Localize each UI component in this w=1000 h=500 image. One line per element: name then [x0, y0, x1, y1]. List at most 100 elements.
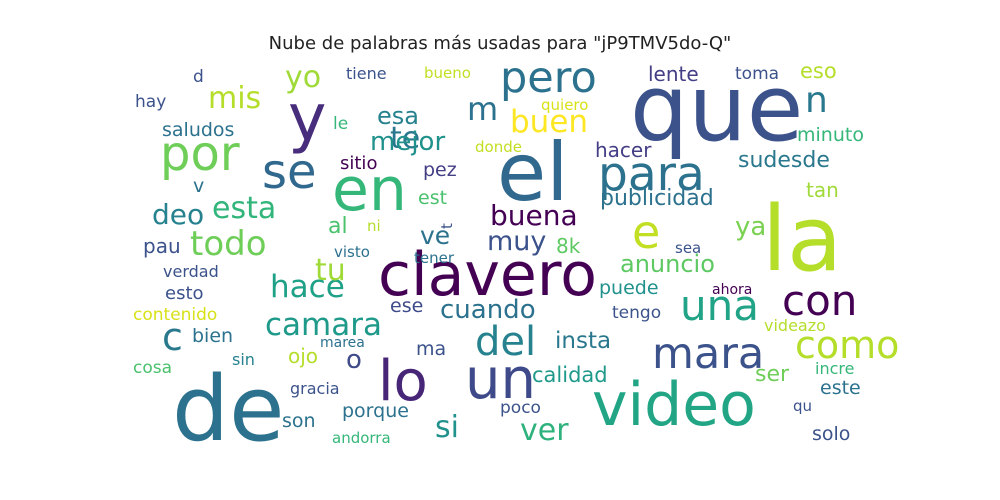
- word-bueno: bueno: [424, 64, 471, 82]
- word-el: el: [497, 126, 568, 219]
- word-donde: donde: [475, 138, 522, 156]
- word-incre: incre: [815, 359, 854, 378]
- word-toma: toma: [735, 64, 779, 84]
- word-tu: tu: [315, 253, 346, 288]
- word-esa: esa: [377, 102, 419, 130]
- word-puede: puede: [599, 277, 659, 299]
- word-por: por: [160, 126, 240, 182]
- word-qu: qu: [793, 397, 812, 415]
- word-ya: ya: [735, 212, 766, 242]
- word-porque: porque: [342, 400, 409, 422]
- word-ser: ser: [755, 362, 790, 387]
- word-visto: visto: [334, 243, 370, 261]
- word-todo: todo: [190, 224, 267, 264]
- word-ver: ver: [520, 413, 569, 448]
- word-sudesde: sudesde: [738, 148, 830, 173]
- word-mejor: mejor: [370, 127, 445, 157]
- word-yo: yo: [285, 60, 321, 95]
- word-tan: tan: [806, 178, 839, 202]
- word-ahora: ahora: [712, 282, 752, 298]
- word-hay: hay: [135, 92, 166, 112]
- word-ese: ese: [390, 295, 423, 317]
- word-sin: sin: [232, 350, 255, 369]
- word-pero: pero: [500, 53, 597, 103]
- word-marea: marea: [320, 335, 365, 351]
- word-del: del: [475, 319, 536, 365]
- word-que: que: [630, 55, 803, 162]
- word-cuando: cuando: [440, 295, 536, 325]
- word-sea: sea: [675, 239, 701, 257]
- word-n: n: [805, 80, 828, 121]
- word-t: t: [438, 223, 456, 229]
- word-y: y: [288, 81, 326, 156]
- word-solo: solo: [812, 423, 850, 445]
- word-lente: lente: [648, 62, 699, 86]
- word-este: este: [820, 377, 861, 399]
- word-buen: buen: [510, 104, 588, 140]
- word-hacer: hacer: [595, 138, 652, 162]
- word-bien: bien: [192, 325, 233, 347]
- word-est: est: [418, 187, 447, 209]
- word-o: o: [346, 345, 362, 375]
- word-para: para: [598, 147, 705, 202]
- word-en: en: [332, 155, 407, 225]
- word-ni: ni: [367, 217, 381, 235]
- word-andorra: andorra: [332, 429, 391, 447]
- word-minuto: minuto: [797, 124, 864, 146]
- word-sitio: sitio: [340, 153, 377, 174]
- word-tengo: tengo: [612, 303, 661, 323]
- word-videazo: videazo: [764, 316, 826, 335]
- word-tiene: tiene: [346, 64, 387, 83]
- word-mis: mis: [208, 81, 261, 116]
- word-quiero: quiero: [541, 96, 588, 114]
- word-buena: buena: [490, 199, 578, 232]
- word-eso: eso: [800, 59, 837, 83]
- word-d: d: [193, 67, 204, 87]
- word-calidad: calidad: [532, 363, 608, 387]
- chart-title: Nube de palabras más usadas para "jP9TMV…: [268, 33, 732, 54]
- word-lo: lo: [378, 349, 428, 414]
- word-8k: 8k: [556, 234, 581, 258]
- word-de: de: [172, 357, 285, 462]
- word-anuncio: anuncio: [620, 250, 715, 278]
- word-ojo: ojo: [288, 344, 318, 368]
- word-si: si: [435, 410, 459, 445]
- word-gracia: gracia: [290, 379, 340, 398]
- word-un: un: [465, 347, 536, 412]
- word-e: e: [632, 205, 660, 259]
- word-mara: mara: [652, 329, 764, 379]
- word-se: se: [262, 144, 317, 200]
- word-la: la: [762, 187, 842, 292]
- word-publicidad: publicidad: [600, 186, 714, 211]
- word-pau: pau: [143, 234, 181, 258]
- word-poco: poco: [500, 398, 541, 418]
- word-deo: deo: [152, 198, 204, 231]
- word-m: m: [467, 90, 498, 128]
- word-v: v: [193, 175, 204, 197]
- word-una: una: [680, 281, 759, 330]
- word-muy: muy: [487, 226, 546, 257]
- word-cosa: cosa: [133, 358, 172, 378]
- word-saludos: saludos: [162, 119, 234, 141]
- word-esta: esta: [212, 191, 276, 226]
- word-ma: ma: [416, 338, 446, 360]
- word-hace: hace: [270, 269, 345, 305]
- word-video: video: [592, 370, 756, 440]
- word-pez: pez: [423, 159, 457, 181]
- word-al: al: [328, 214, 348, 239]
- word-camara: camara: [265, 307, 382, 343]
- word-c: c: [162, 315, 183, 359]
- word-como: como: [795, 323, 899, 367]
- word-ve: ve: [420, 221, 450, 250]
- word-insta: insta: [555, 328, 611, 354]
- word-contenido: contenido: [133, 305, 217, 325]
- word-te: te: [390, 121, 420, 156]
- word-son: son: [282, 410, 316, 432]
- word-esto: esto: [165, 283, 204, 304]
- word-verdad: verdad: [163, 262, 219, 281]
- word-tener: tener: [414, 249, 455, 267]
- word-clavero: clavero: [378, 240, 597, 310]
- word-con: con: [782, 276, 857, 325]
- word-le: le: [333, 114, 348, 134]
